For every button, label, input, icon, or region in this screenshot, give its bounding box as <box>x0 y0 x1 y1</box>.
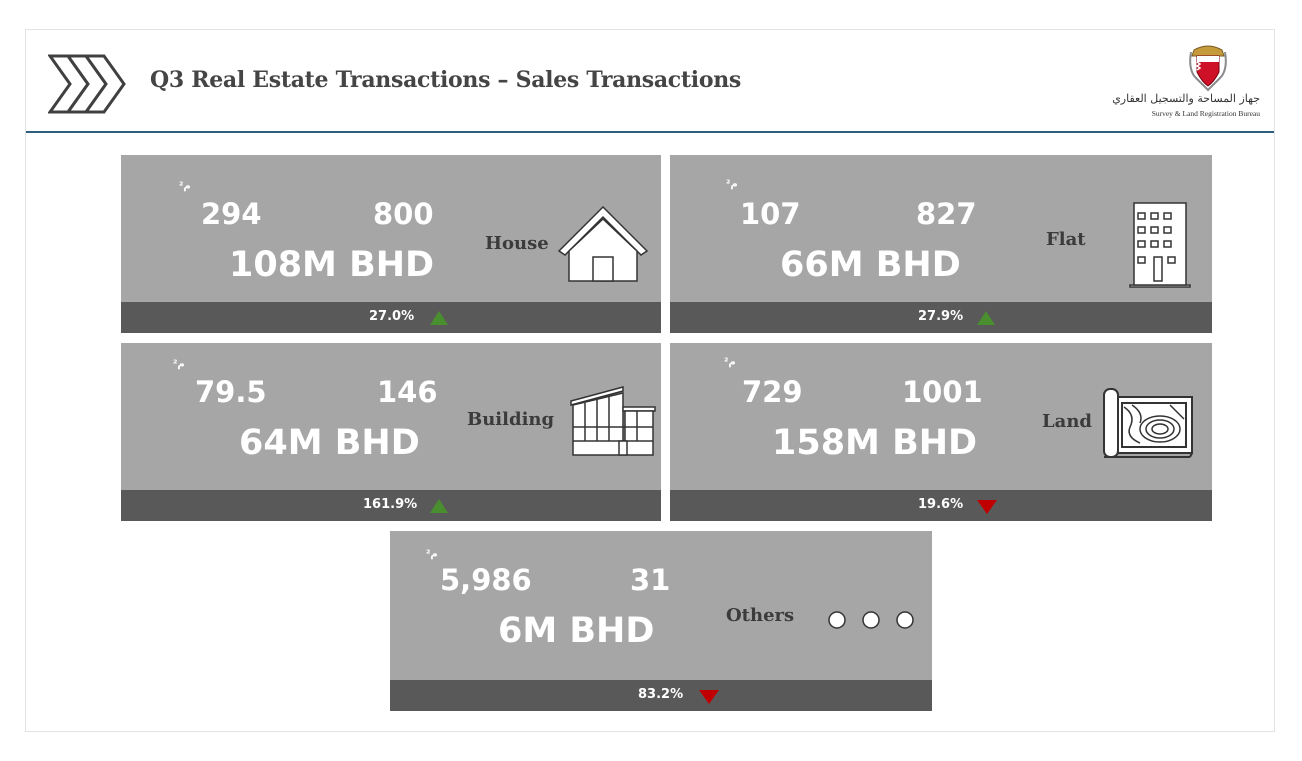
bahrain-emblem-icon <box>1189 45 1227 92</box>
bureau-logo: جهاز المساحة والتسجيل العقاري Survey & L… <box>1112 42 1260 124</box>
logo-arabic-text: جهاز المساحة والتسجيل العقاري <box>1112 92 1260 105</box>
flat-change: 27.9% <box>918 309 964 324</box>
others-area: 5,986 <box>440 563 532 597</box>
building-label: Building <box>467 409 555 430</box>
sqm-unit: م² <box>726 179 738 190</box>
others-value: 6M BHD <box>498 611 655 651</box>
slide-header: Q3 Real Estate Transactions – Sales Tran… <box>26 30 1274 133</box>
others-card: م² 5,986 31 6M BHD Others 83.2% <box>390 531 932 711</box>
building-area: 79.5 <box>195 375 267 409</box>
house-label: House <box>485 233 549 254</box>
building-change: 161.9% <box>363 497 418 512</box>
others-label: Others <box>726 605 795 626</box>
flat-value: 66M BHD <box>780 245 961 285</box>
house-footer: 27.0% <box>121 302 661 333</box>
sqm-unit: م² <box>179 181 191 192</box>
logo-english-text: Survey & Land Registration Bureau <box>1151 109 1260 118</box>
others-count: 31 <box>630 563 671 597</box>
page-title: Q3 Real Estate Transactions – Sales Tran… <box>150 67 741 93</box>
trend-down-icon <box>977 500 997 514</box>
flat-footer: 27.9% <box>670 302 1212 333</box>
sqm-unit: م² <box>724 357 736 368</box>
trend-up-icon <box>430 499 448 513</box>
land-label: Land <box>1042 411 1092 432</box>
trend-down-icon <box>699 690 719 704</box>
flat-label: Flat <box>1046 229 1086 250</box>
trend-up-icon <box>430 311 448 325</box>
land-count: 1001 <box>902 375 983 409</box>
header-divider <box>26 131 1274 133</box>
sqm-unit: م² <box>173 359 185 370</box>
building-card: م² 79.5 146 64M BHD Building 161.9% <box>121 343 661 521</box>
house-icon <box>557 205 649 282</box>
flat-count: 827 <box>916 197 977 231</box>
land-area: 729 <box>742 375 803 409</box>
building-footer: 161.9% <box>121 490 661 521</box>
apartment-building-icon <box>1129 202 1191 288</box>
others-change: 83.2% <box>638 687 684 702</box>
land-change: 19.6% <box>918 497 964 512</box>
land-value: 158M BHD <box>772 423 978 463</box>
land-card: م² 729 1001 158M BHD Land 19.6% <box>670 343 1212 521</box>
building-icon <box>570 386 656 456</box>
flat-card: م² 107 827 66M BHD Flat 27.9% <box>670 155 1212 333</box>
others-footer: 83.2% <box>390 680 932 711</box>
house-value: 108M BHD <box>229 245 435 285</box>
trend-up-icon <box>977 311 995 325</box>
building-value: 64M BHD <box>239 423 420 463</box>
house-area: 294 <box>201 197 262 231</box>
land-footer: 19.6% <box>670 490 1212 521</box>
house-change: 27.0% <box>369 309 415 324</box>
house-count: 800 <box>373 197 434 231</box>
ellipsis-circles-icon <box>828 611 914 629</box>
flat-area: 107 <box>740 197 801 231</box>
dashboard-slide: Q3 Real Estate Transactions – Sales Tran… <box>25 29 1275 732</box>
building-count: 146 <box>377 375 438 409</box>
sqm-unit: م² <box>426 549 438 560</box>
land-map-icon <box>1103 388 1193 458</box>
chevrons-icon <box>48 54 126 114</box>
house-card: م² 294 800 108M BHD House 27.0% <box>121 155 661 333</box>
